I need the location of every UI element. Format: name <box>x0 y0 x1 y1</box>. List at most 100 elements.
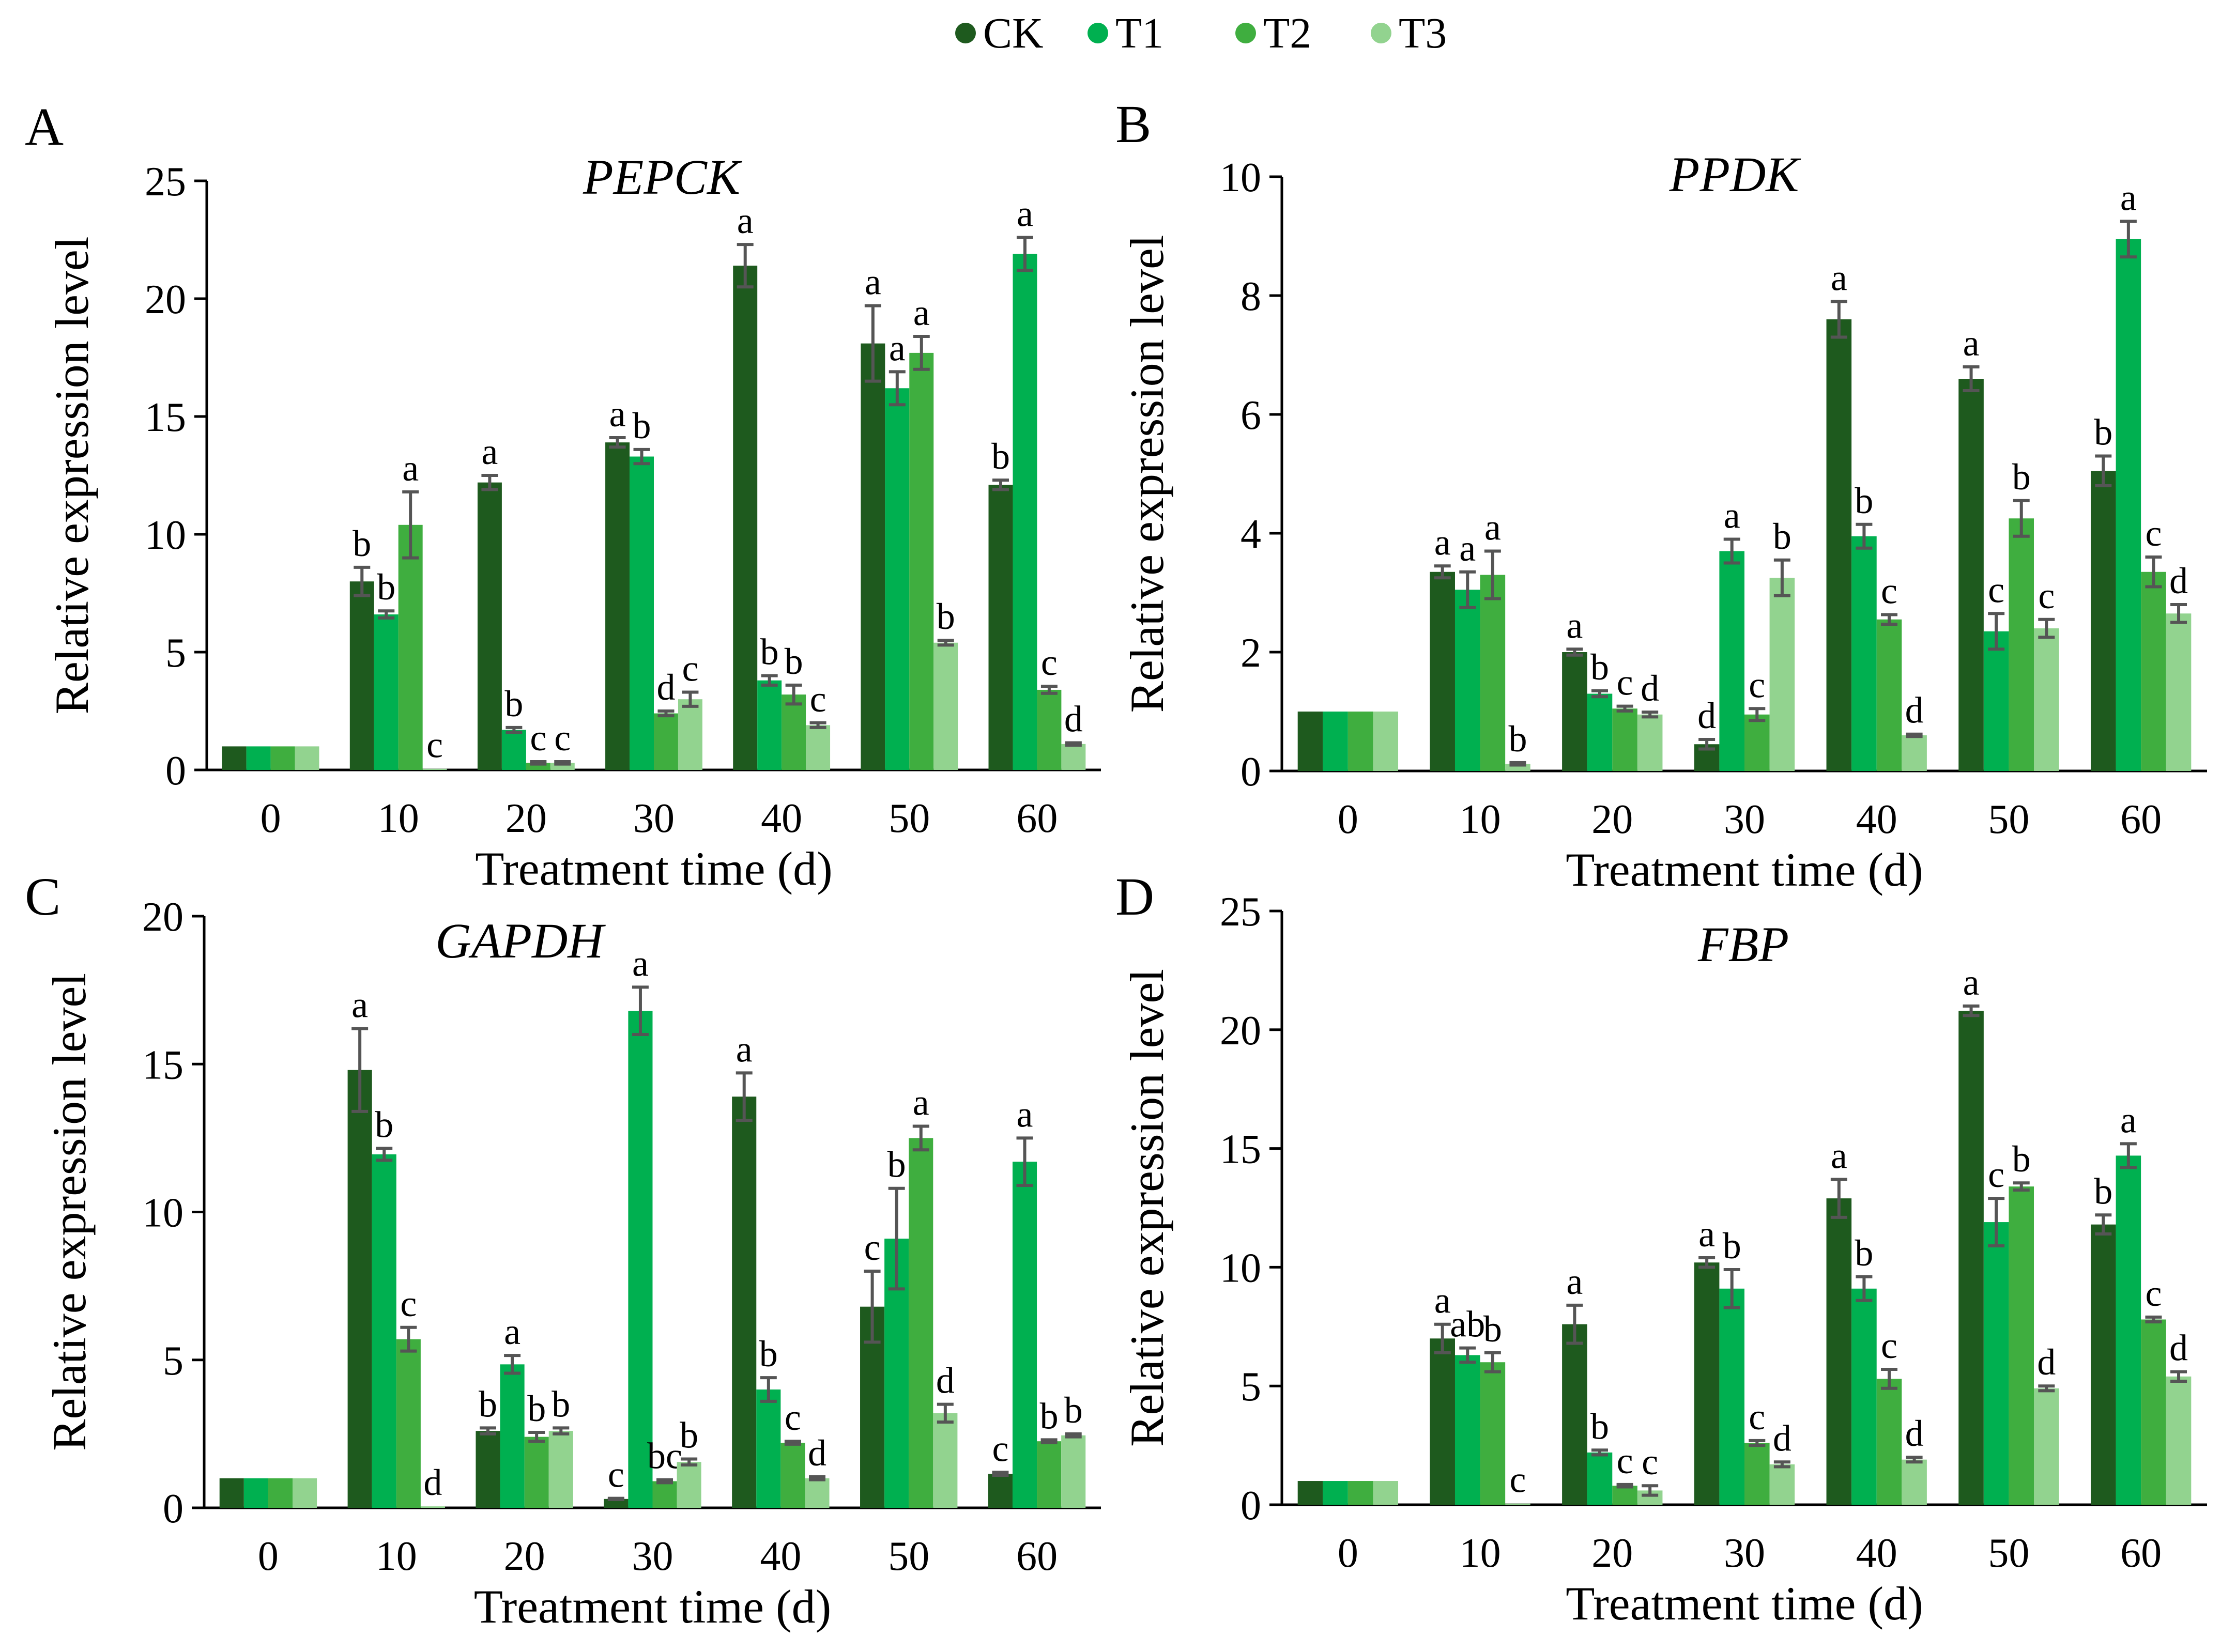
significance-label: d <box>1905 690 1924 731</box>
significance-label: b <box>759 1333 778 1375</box>
bar-t3-0 <box>293 1478 317 1508</box>
y-tick-label: 25 <box>1220 889 1261 935</box>
significance-label: b <box>479 1383 497 1425</box>
x-tick-label: 50 <box>1988 797 2029 842</box>
bar-t2-30 <box>1744 1443 1770 1505</box>
bar-t1-30 <box>630 456 654 770</box>
significance-label: c <box>1642 1441 1658 1483</box>
x-tick-label: 30 <box>633 796 675 841</box>
x-tick-label: 50 <box>1988 1531 2029 1576</box>
significance-label: b <box>1508 718 1527 760</box>
significance-label: c <box>2145 1273 2162 1314</box>
bar-t1-30 <box>628 1011 653 1508</box>
significance-label: d <box>2169 1327 2188 1369</box>
bar-t1-50 <box>1983 1222 2009 1505</box>
bar-ck-60 <box>988 1474 1013 1508</box>
bar-ck-40 <box>1826 1198 1852 1505</box>
significance-label: a <box>865 261 881 303</box>
significance-label: b <box>2012 456 2031 498</box>
bar-ck-30 <box>605 442 630 770</box>
bar-t1-0 <box>246 746 271 770</box>
y-tick-label: 15 <box>145 395 186 440</box>
bar-t2-50 <box>2009 518 2034 771</box>
y-tick-label: 15 <box>1220 1127 1261 1172</box>
significance-label: b <box>1040 1395 1059 1437</box>
significance-label: d <box>1905 1413 1924 1454</box>
bar-t3-40 <box>1902 735 1927 771</box>
bar-t1-10 <box>1454 590 1480 771</box>
bar-ck-0 <box>1297 1481 1323 1505</box>
bar-ck-0 <box>219 1478 244 1508</box>
bar-t1-60 <box>1013 254 1037 770</box>
significance-label: b <box>680 1415 698 1456</box>
legend-marker-t2 <box>1235 23 1256 43</box>
significance-label: c <box>554 717 571 759</box>
x-tick-label: 0 <box>261 796 281 841</box>
bar-t3-0 <box>1373 1481 1399 1505</box>
bar-ck-20 <box>477 482 502 770</box>
bar-t3-30 <box>1769 578 1795 771</box>
significance-label: c <box>608 1454 624 1495</box>
significance-label: a <box>736 1028 753 1070</box>
bar-t1-30 <box>1719 551 1744 771</box>
bar-t1-10 <box>1454 1355 1480 1505</box>
x-tick-label: 0 <box>258 1534 279 1579</box>
bar-t3-30 <box>1769 1464 1795 1505</box>
significance-label: b <box>1773 516 1791 557</box>
y-axis-title: Relative expression level <box>1121 235 1173 713</box>
legend-marker-ck <box>955 23 976 43</box>
bar-t2-20 <box>1612 1486 1637 1505</box>
significance-label: a <box>1566 605 1583 646</box>
significance-label: d <box>1641 668 1659 709</box>
x-tick-label: 0 <box>1338 797 1358 842</box>
significance-label: b <box>1590 1406 1609 1447</box>
significance-label: a <box>481 431 498 472</box>
y-tick-label: 8 <box>1240 274 1261 319</box>
significance-label: c <box>1749 1396 1765 1438</box>
significance-label: b <box>1855 480 1873 521</box>
y-tick-label: 4 <box>1240 512 1261 557</box>
significance-label: b <box>1590 646 1609 688</box>
bar-ck-40 <box>733 266 758 770</box>
bar-t1-20 <box>1587 1452 1613 1505</box>
y-tick-label: 20 <box>145 277 186 322</box>
bar-ck-50 <box>1958 379 1984 771</box>
significance-label: c <box>1988 569 2004 610</box>
significance-label: a <box>1459 528 1476 569</box>
bar-t2-60 <box>2141 572 2166 771</box>
bar-t3-0 <box>295 746 319 770</box>
significance-label: b <box>2094 412 2112 453</box>
bar-t2-10 <box>398 524 423 770</box>
significance-label: c <box>1617 662 1633 703</box>
bar-t1-30 <box>1719 1288 1744 1505</box>
significance-label: a <box>351 984 368 1026</box>
bar-t1-20 <box>1587 693 1613 771</box>
bar-t3-10 <box>420 1506 445 1508</box>
bar-ck-30 <box>1694 1262 1720 1505</box>
significance-label: a <box>632 943 649 984</box>
bar-t2-20 <box>524 1437 549 1508</box>
bar-t2-10 <box>1480 1362 1506 1505</box>
significance-label: a <box>1017 1093 1033 1135</box>
bar-ck-10 <box>1430 572 1455 771</box>
x-tick-label: 60 <box>2120 1531 2162 1576</box>
bar-t1-40 <box>757 680 782 770</box>
bar-t3-20 <box>548 1431 573 1508</box>
x-tick-label: 40 <box>1856 1531 1897 1576</box>
significance-label: a <box>1831 257 1847 299</box>
chart-panel-a: A PEPCK 0 5 10 15 20 25 0 10 20 30 40 50 60 Treatment t… <box>25 97 1101 895</box>
y-tick-label: 0 <box>163 1486 183 1532</box>
bar-ck-20 <box>1562 1324 1587 1505</box>
bar-t2-50 <box>909 352 934 770</box>
y-axis-title: Relative expression level <box>45 237 98 715</box>
bar-t3-30 <box>678 699 702 770</box>
significance-label: a <box>504 1311 520 1352</box>
bar-t2-40 <box>1876 619 1902 771</box>
significance-label: b <box>353 523 371 564</box>
significance-label: c <box>1509 1459 1526 1501</box>
x-tick-label: 40 <box>761 796 802 841</box>
x-tick-label: 60 <box>1016 796 1058 841</box>
x-axis-title: Treatment time (d) <box>475 842 833 895</box>
significance-label: b <box>887 1144 906 1185</box>
bar-t3-60 <box>2166 613 2192 771</box>
